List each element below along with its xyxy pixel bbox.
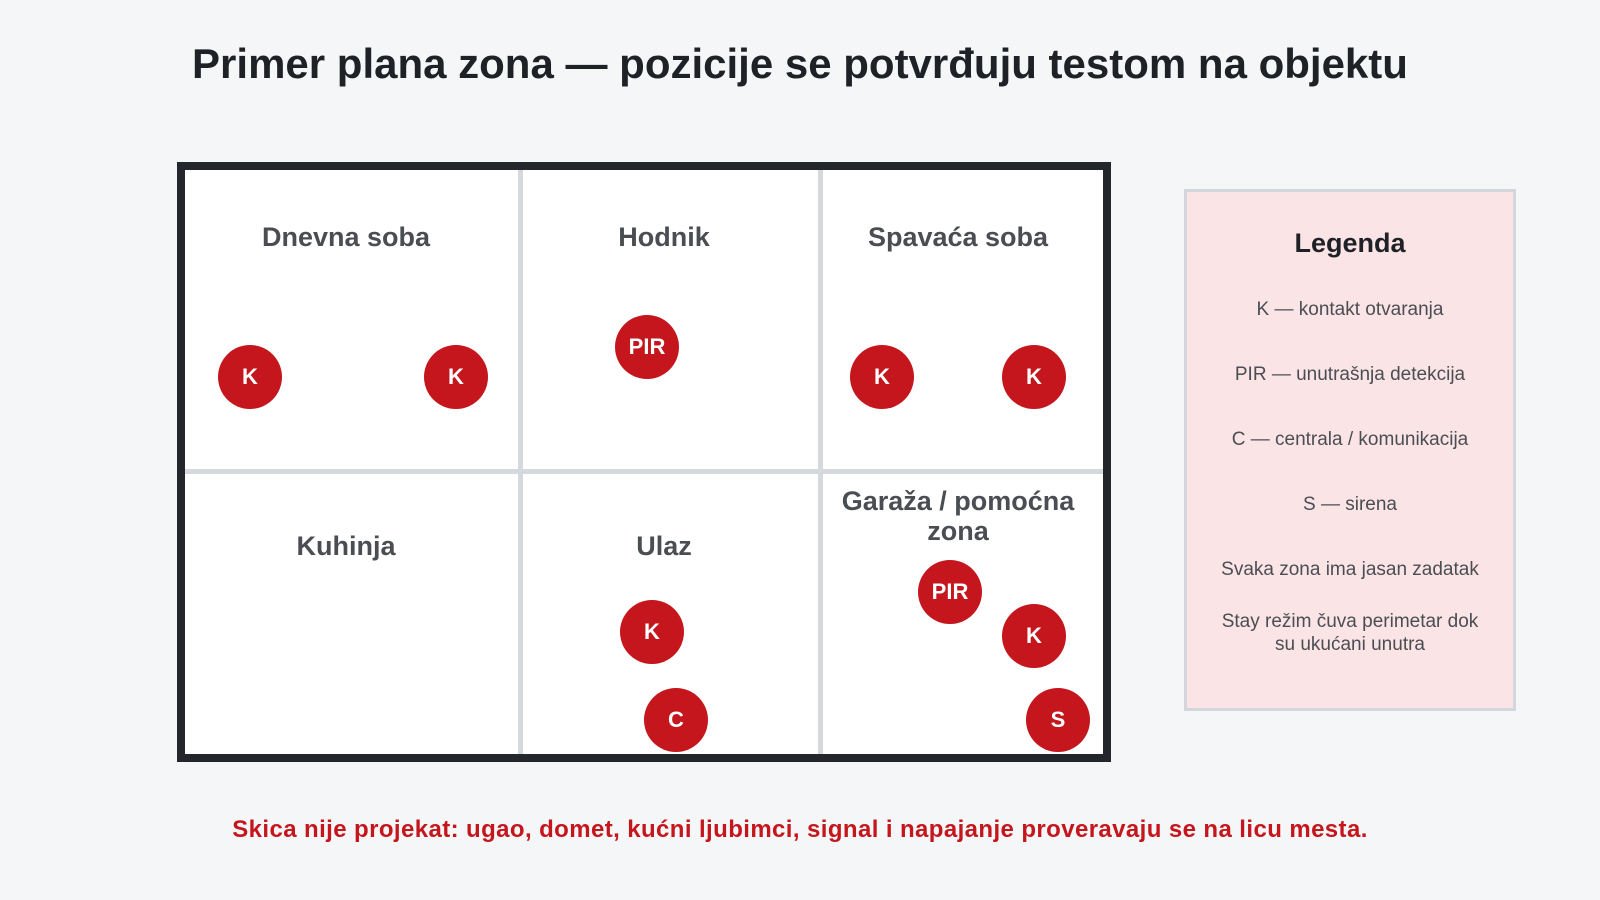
legend-item-zone-task: Svaka zona ima jasan zadatak [1221, 559, 1479, 580]
sensor-c-ulaz: C [644, 688, 708, 752]
room-label-kuhinja: Kuhinja [296, 531, 396, 561]
sensor-k-dnevna-1: K [218, 345, 282, 409]
sensor-k-spavaca-2: K [1002, 345, 1066, 409]
sensor-k-dnevna-2: K [424, 345, 488, 409]
legend-item-k: K — kontakt otvaranja [1256, 299, 1444, 320]
sensor-k-ulaz: K [620, 600, 684, 664]
footnote-warning: Skica nije projekat: ugao, domet, kućni … [232, 816, 1368, 843]
floor-plan: Dnevna soba Hodnik Spavaća soba Kuhinja … [177, 162, 1111, 762]
legend-item-c: C — centrala / komunikacija [1231, 429, 1469, 450]
sensor-k-garaza: K [1002, 604, 1066, 668]
legend-panel: Legenda K — kontakt otvaranja PIR — unut… [1184, 189, 1516, 711]
wall-divider-left [518, 170, 523, 754]
room-label-hodnik: Hodnik [618, 222, 710, 252]
room-label-garaza: Garaža / pomoćna zona [841, 486, 1075, 546]
room-label-ulaz: Ulaz [636, 531, 692, 561]
legend-item-s: S — sirena [1303, 494, 1397, 515]
page-title: Primer plana zona — pozicije se potvrđuj… [192, 40, 1408, 87]
room-label-dnevna-soba: Dnevna soba [261, 222, 431, 252]
wall-divider-right [818, 170, 823, 754]
sensor-k-spavaca-1: K [850, 345, 914, 409]
legend-item-stay-mode: Stay režim čuva perimetar dok su ukućani… [1221, 611, 1479, 655]
legend-item-pir: PIR — unutrašnja detekcija [1234, 364, 1466, 385]
sensor-pir-hodnik: PIR [615, 315, 679, 379]
sensor-s-garaza: S [1026, 688, 1090, 752]
sensor-pir-garaza: PIR [918, 560, 982, 624]
legend-title: Legenda [1294, 228, 1406, 258]
room-label-spavaca-soba: Spavaća soba [867, 222, 1049, 252]
wall-divider-middle [185, 469, 1103, 474]
